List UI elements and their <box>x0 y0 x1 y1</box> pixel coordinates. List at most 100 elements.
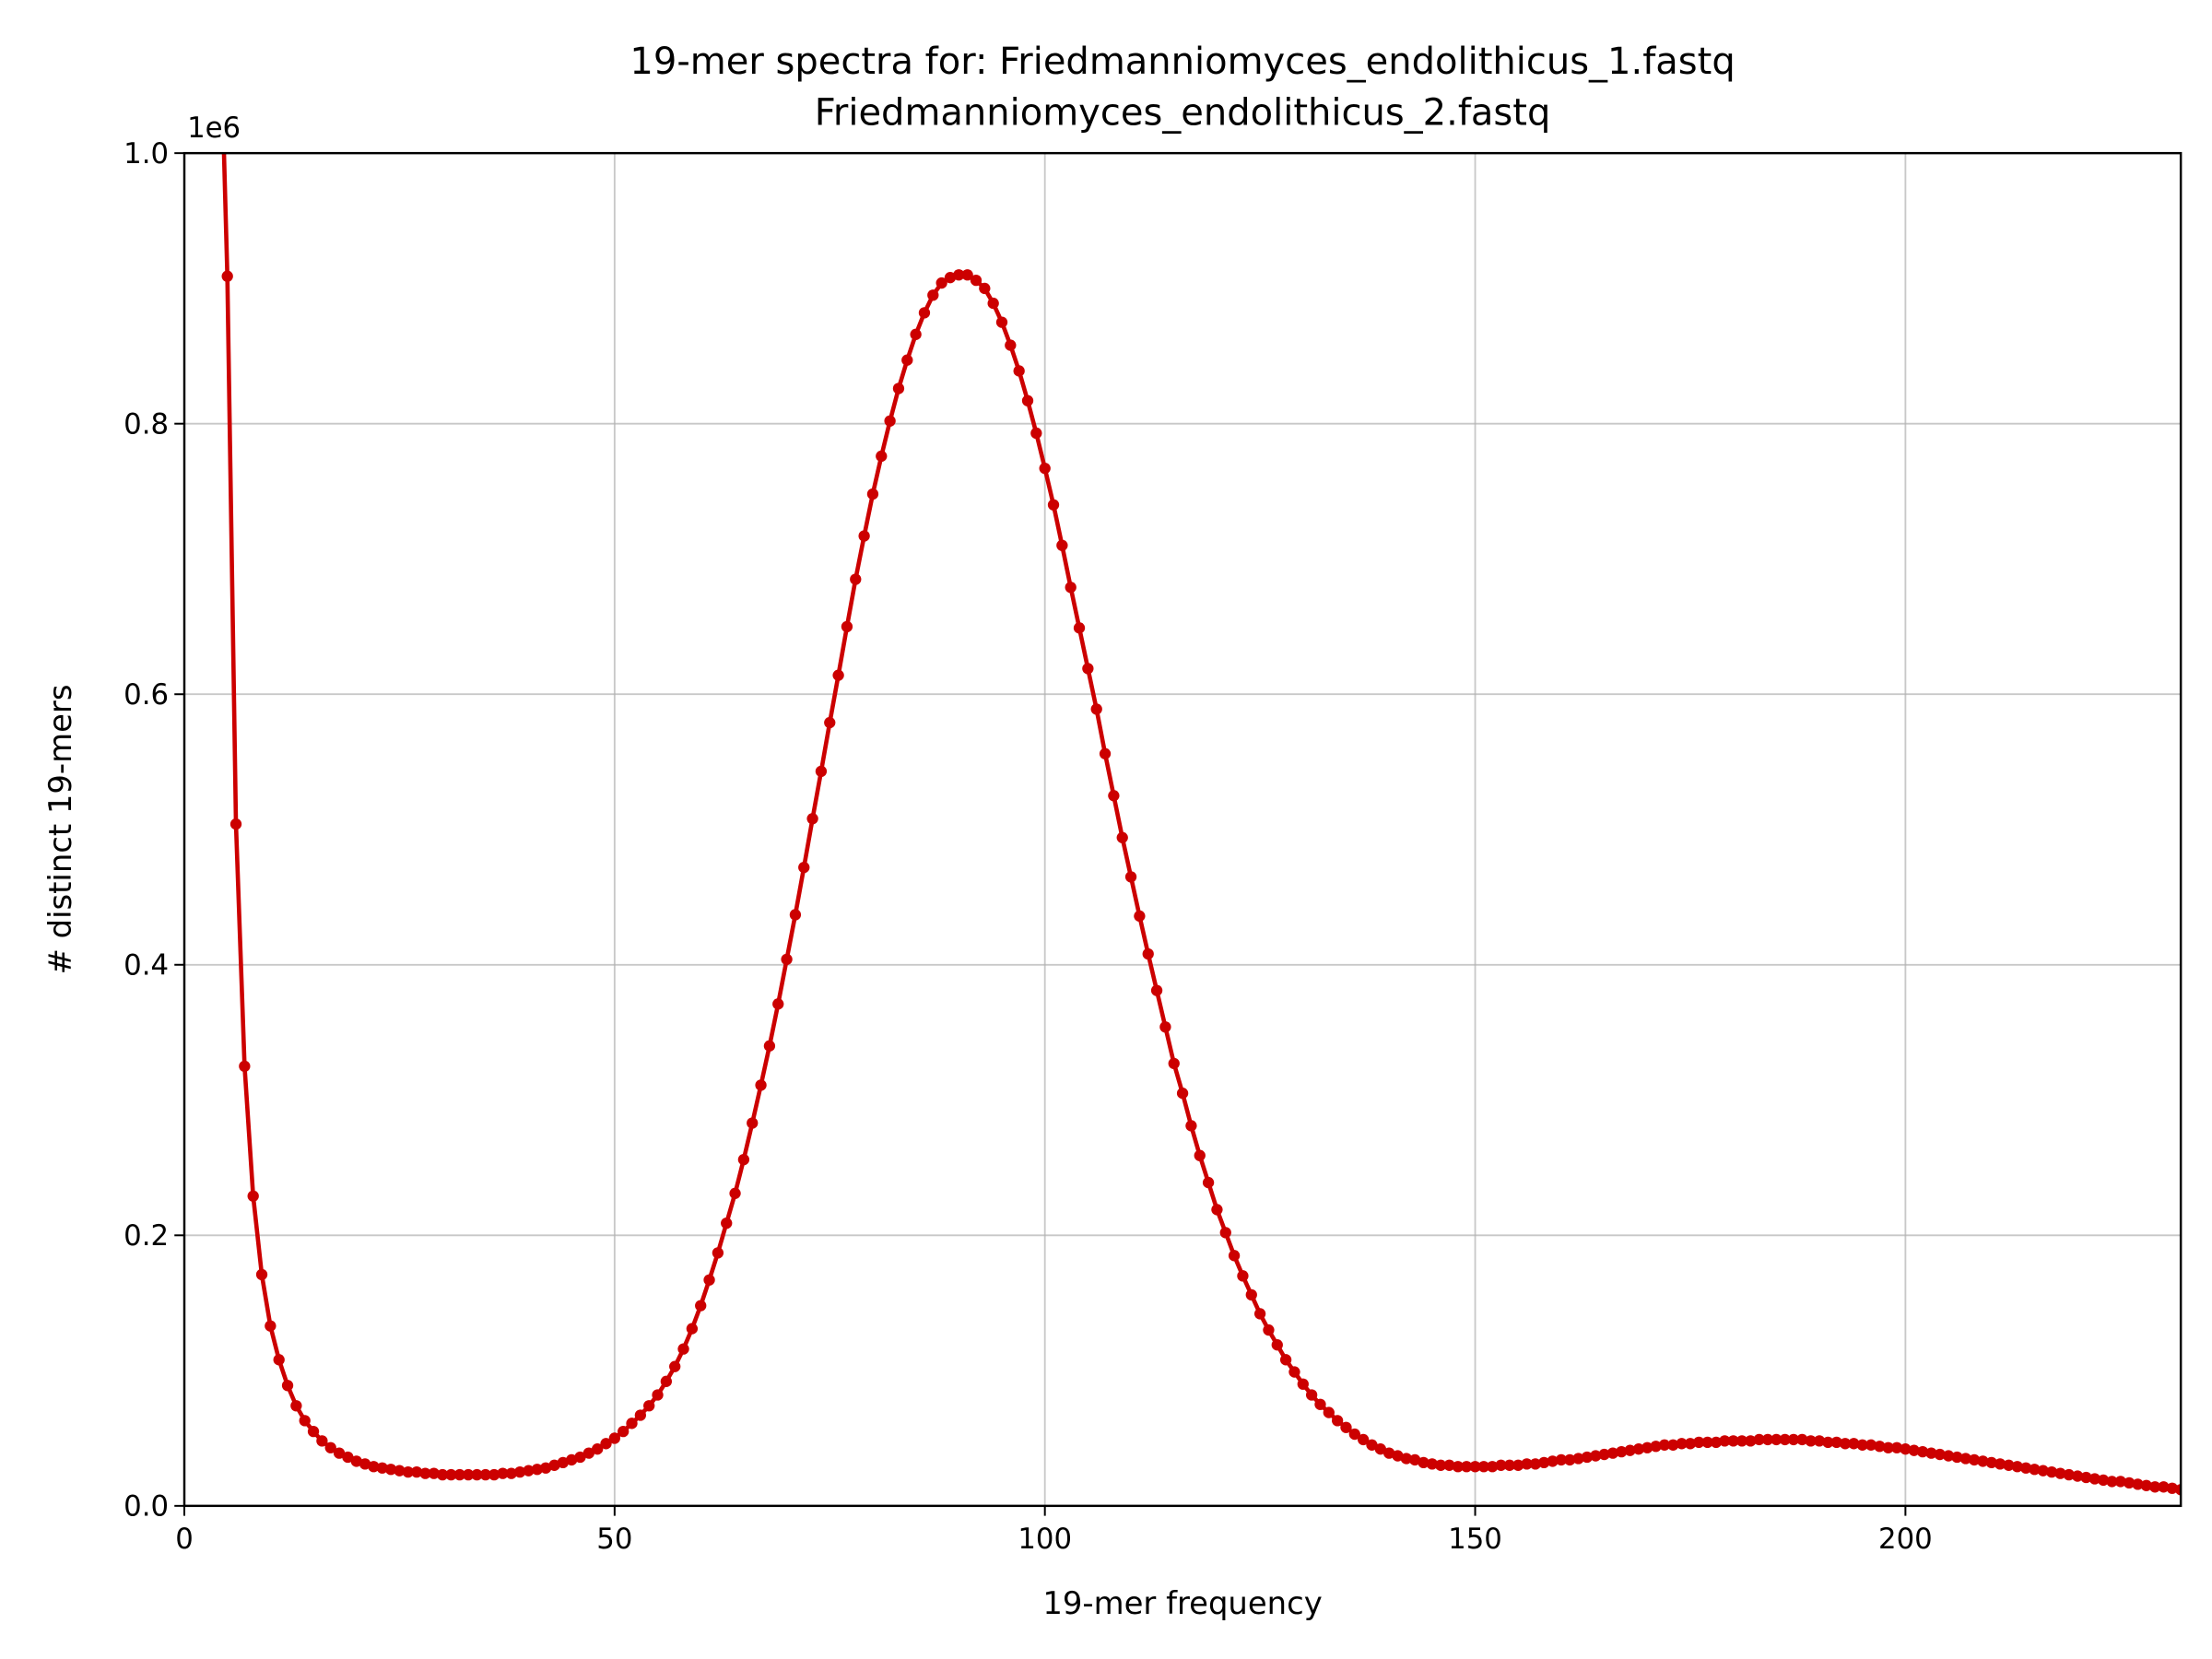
data-point <box>1073 622 1086 634</box>
data-point <box>239 1060 251 1072</box>
data-point <box>979 282 991 295</box>
data-point <box>1805 1435 1817 1447</box>
y-tick-label: 0.6 <box>124 678 169 712</box>
data-point <box>721 1217 733 1230</box>
data-point <box>1934 1448 1946 1461</box>
data-point <box>1245 1288 1257 1301</box>
data-point <box>1719 1435 1731 1447</box>
data-point <box>428 1467 440 1479</box>
data-point <box>2063 1468 2075 1481</box>
data-point <box>1538 1456 1550 1469</box>
data-point <box>1185 1120 1197 1132</box>
data-point <box>2054 1467 2066 1479</box>
data-point <box>1340 1421 1352 1433</box>
data-point <box>281 1380 294 1392</box>
data-point <box>1253 1308 1266 1320</box>
data-point <box>1581 1451 1594 1464</box>
data-point <box>2097 1474 2110 1487</box>
data-point <box>944 272 957 284</box>
data-point <box>2029 1464 2041 1476</box>
data-point <box>1392 1450 1404 1462</box>
data-point <box>626 1418 638 1430</box>
data-point <box>1228 1250 1241 1262</box>
data-point <box>539 1462 552 1474</box>
data-point <box>462 1468 475 1481</box>
data-point <box>970 274 982 287</box>
data-point <box>2003 1459 2015 1471</box>
data-point <box>1409 1453 1421 1466</box>
data-point <box>1598 1448 1610 1461</box>
data-point <box>410 1466 423 1478</box>
data-point <box>669 1360 681 1372</box>
data-point <box>686 1323 699 1335</box>
data-point <box>333 1447 346 1459</box>
data-point <box>1529 1458 1542 1470</box>
data-point <box>307 1425 320 1438</box>
data-point <box>376 1462 388 1474</box>
data-point <box>2175 1484 2182 1496</box>
data-point <box>1667 1439 1679 1451</box>
data-point <box>1632 1443 1645 1455</box>
data-point <box>1693 1436 1705 1449</box>
chart-title: Friedmanniomyces_endolithicus_2.fastq <box>815 91 1551 134</box>
data-point <box>324 1441 336 1453</box>
data-point <box>1065 582 1077 594</box>
y-tick-label: 0.0 <box>124 1490 169 1524</box>
data-point <box>2106 1476 2118 1488</box>
data-point <box>1900 1443 1912 1455</box>
data-point <box>1323 1406 1335 1418</box>
data-point <box>763 1040 776 1052</box>
data-point <box>1418 1456 1430 1469</box>
data-point <box>1271 1339 1283 1351</box>
data-point <box>1099 747 1112 759</box>
data-point <box>789 909 802 921</box>
data-point <box>1951 1451 1963 1464</box>
data-point <box>582 1447 594 1459</box>
data-point <box>660 1375 673 1387</box>
data-point <box>221 270 233 282</box>
data-point <box>618 1425 629 1438</box>
data-point <box>1521 1458 1533 1470</box>
data-point <box>350 1455 362 1467</box>
data-point <box>1314 1398 1326 1410</box>
data-point <box>1985 1456 1997 1469</box>
data-point <box>703 1274 715 1286</box>
data-point <box>832 669 844 681</box>
data-point <box>1710 1436 1723 1449</box>
data-point <box>866 488 879 500</box>
data-point <box>1168 1057 1180 1070</box>
data-point <box>2148 1481 2161 1493</box>
data-point <box>1676 1438 1688 1450</box>
data-point <box>1116 831 1128 843</box>
data-point <box>1443 1459 1455 1471</box>
data-point <box>523 1465 535 1477</box>
data-point <box>815 765 828 778</box>
data-point <box>1039 462 1051 475</box>
data-point <box>290 1400 302 1412</box>
data-point <box>1461 1461 1473 1473</box>
data-point <box>1202 1176 1215 1189</box>
data-point <box>1745 1435 1757 1447</box>
data-point <box>1753 1433 1765 1446</box>
data-point <box>2132 1478 2144 1490</box>
data-point <box>1030 427 1042 440</box>
data-point <box>557 1456 569 1469</box>
data-point <box>918 307 931 319</box>
data-point <box>419 1467 431 1479</box>
x-tick-label: 150 <box>1448 1523 1502 1556</box>
data-point <box>1848 1438 1860 1450</box>
data-point <box>1469 1461 1481 1473</box>
data-point <box>1134 910 1146 923</box>
data-point <box>953 269 965 281</box>
data-point <box>712 1247 724 1259</box>
data-point <box>1796 1433 1808 1446</box>
data-point <box>995 316 1008 328</box>
data-point <box>1176 1088 1189 1100</box>
data-point <box>255 1268 268 1281</box>
data-point <box>1047 499 1060 511</box>
data-point <box>1590 1450 1602 1462</box>
data-point <box>229 818 242 830</box>
data-point <box>608 1432 620 1444</box>
data-point <box>747 1117 759 1129</box>
data-point <box>1942 1450 1955 1462</box>
